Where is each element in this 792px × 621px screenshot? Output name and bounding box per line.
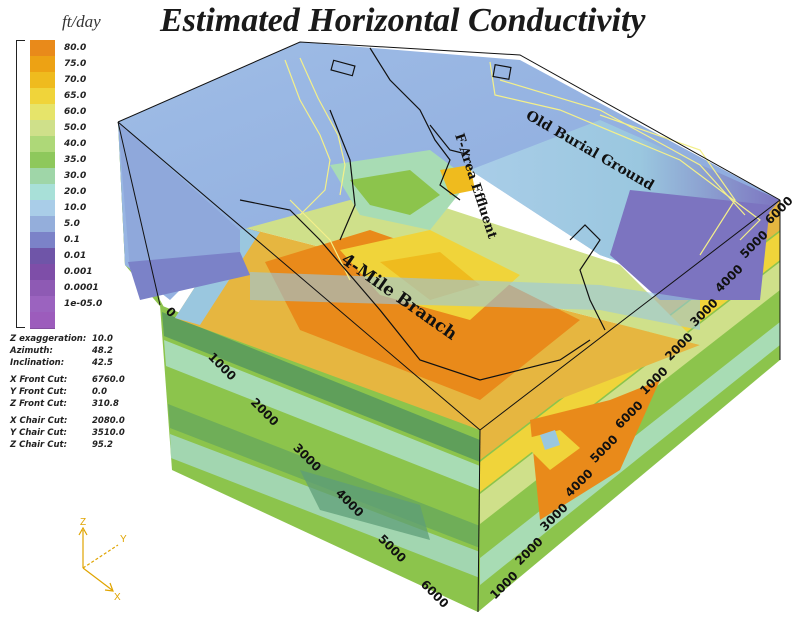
param-row: Inclination: 42.5 xyxy=(10,358,113,368)
param-row: Z Front Cut: 310.8 xyxy=(10,399,119,409)
param-label: X Chair Cut: xyxy=(10,416,68,426)
legend-label: 0.1 xyxy=(64,235,80,245)
param-label: Z Front Cut: xyxy=(10,399,67,409)
param-label: X Front Cut: xyxy=(10,375,68,385)
color-legend xyxy=(30,40,55,329)
legend-label: 10.0 xyxy=(64,203,87,213)
param-label: Z exaggeration: xyxy=(10,334,87,344)
legend-label: 35.0 xyxy=(64,155,87,165)
legend-label: 1e-05.0 xyxy=(64,299,103,309)
param-value: 42.5 xyxy=(92,358,113,368)
param-label: Azimuth: xyxy=(10,346,53,356)
contour-lines xyxy=(284,57,761,281)
legend-label: 80.0 xyxy=(64,43,87,53)
param-row: Y Front Cut: 0.0 xyxy=(10,387,107,397)
param-label: Inclination: xyxy=(10,358,65,368)
legend-label: 75.0 xyxy=(64,59,87,69)
triad-x-label: X xyxy=(114,592,121,603)
map-lines xyxy=(239,47,606,381)
legend-label: 5.0 xyxy=(64,219,80,229)
param-row: Z Chair Cut: 95.2 xyxy=(10,440,113,450)
param-row: X Chair Cut: 2080.0 xyxy=(10,416,125,426)
param-label: Y Front Cut: xyxy=(10,387,67,397)
legend-label: 60.0 xyxy=(64,107,87,117)
triad-y-label: Y xyxy=(120,534,127,545)
legend-label: 30.0 xyxy=(64,171,87,181)
param-value: 48.2 xyxy=(92,346,113,356)
param-value: 2080.0 xyxy=(92,416,125,426)
param-value: 95.2 xyxy=(92,440,113,450)
legend-label: 70.0 xyxy=(64,75,87,85)
legend-label: 20.0 xyxy=(64,187,87,197)
param-value: 6760.0 xyxy=(92,375,125,385)
param-row: Z exaggeration: 10.0 xyxy=(10,334,113,344)
legend-bracket xyxy=(16,40,25,328)
legend-label: 0.001 xyxy=(64,267,93,277)
legend-swatch xyxy=(30,312,55,329)
param-value: 310.8 xyxy=(92,399,119,409)
chart-title: Estimated Horizontal Conductivity xyxy=(160,2,646,39)
param-label: Z Chair Cut: xyxy=(10,440,67,450)
legend-label: 0.0001 xyxy=(64,283,99,293)
param-row: X Front Cut: 6760.0 xyxy=(10,375,125,385)
legend-label: 50.0 xyxy=(64,123,87,133)
param-label: Y Chair Cut: xyxy=(10,428,67,438)
param-value: 0.0 xyxy=(92,387,108,397)
param-value: 3510.0 xyxy=(92,428,125,438)
triad-z-label: Z xyxy=(80,517,86,528)
legend-label: 65.0 xyxy=(64,91,87,101)
axis-triad xyxy=(78,526,119,592)
param-row: Y Chair Cut: 3510.0 xyxy=(10,428,125,438)
legend-label: 40.0 xyxy=(64,139,87,149)
front-face xyxy=(160,305,480,612)
param-row: Azimuth: 48.2 xyxy=(10,346,113,356)
terrain-top xyxy=(118,42,780,330)
bounding-box xyxy=(117,41,781,613)
param-value: 10.0 xyxy=(92,334,113,344)
legend-label: 0.01 xyxy=(64,251,87,261)
legend-unit: ft/day xyxy=(62,12,101,31)
